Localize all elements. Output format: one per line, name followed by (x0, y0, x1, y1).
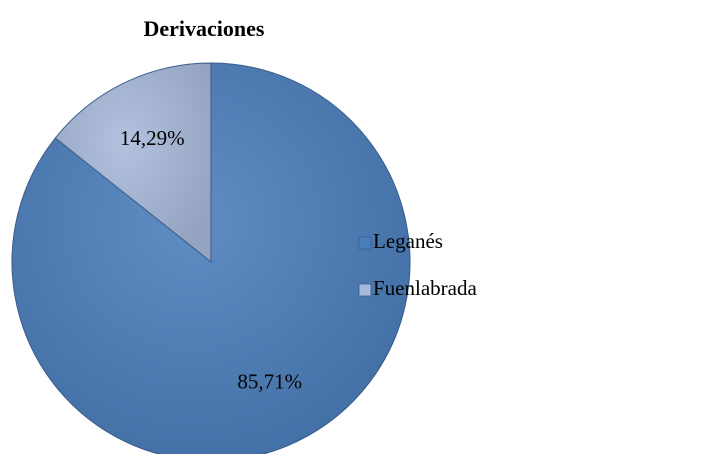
legend-label: Leganés (373, 229, 443, 253)
legend-swatch (358, 236, 372, 250)
data-label: 14,29% (120, 126, 185, 150)
data-label: 85,71% (237, 370, 302, 394)
chart-title: Derivaciones (144, 16, 265, 41)
legend-swatch (358, 283, 372, 297)
legend-label: Fuenlabrada (373, 276, 477, 300)
